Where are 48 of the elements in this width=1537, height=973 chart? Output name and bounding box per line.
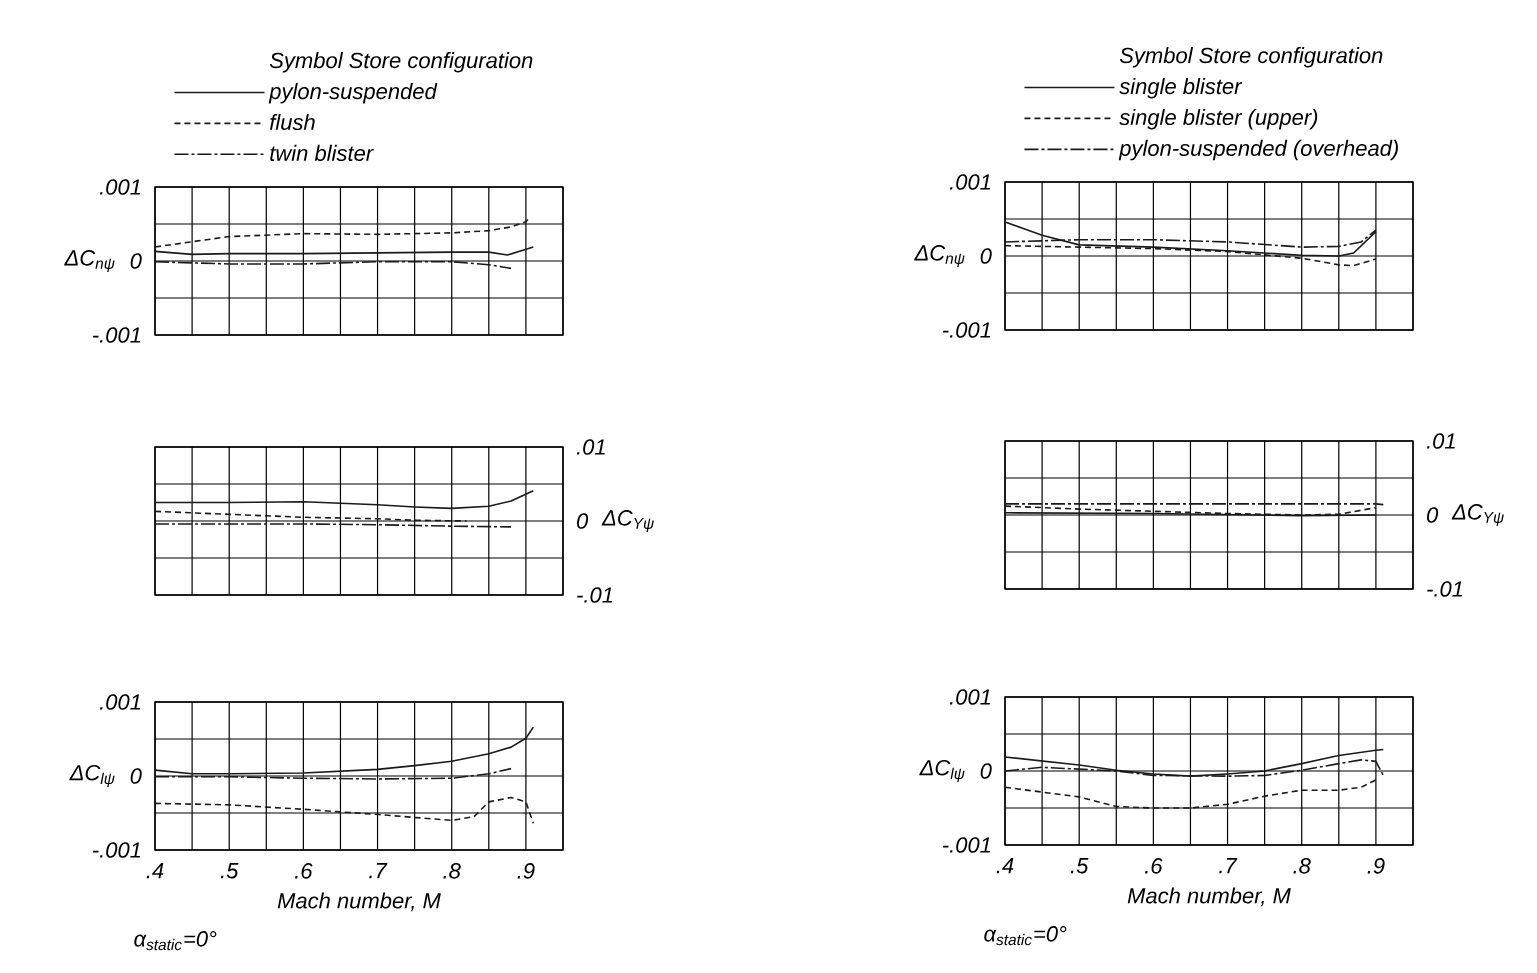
x-tick-label: .4 xyxy=(996,858,1014,874)
x-tick-label: .8 xyxy=(443,863,461,879)
x-tick-label: .5 xyxy=(220,863,239,879)
y2-tick-label: 0 xyxy=(1427,507,1439,523)
x-tick-label: .8 xyxy=(1293,858,1311,874)
x-tick-label: .9 xyxy=(517,863,535,879)
y-tick-label: .001 xyxy=(949,174,991,190)
x-tick-label: .7 xyxy=(1219,858,1238,874)
y2-axis-title: ΔC$_{Yψ}$ xyxy=(1451,504,1504,526)
x-tick-label: .4 xyxy=(146,863,164,879)
y2-axis-title: ΔC$_{Yψ}$ xyxy=(601,510,654,532)
y-axis-title: ΔC$_{lψ}$ xyxy=(919,759,965,783)
legend-label: single blister (upper) xyxy=(1119,108,1318,130)
y-tick-label: -.001 xyxy=(92,842,141,858)
text: α$_{static}$=0° xyxy=(134,931,217,951)
y2-tick-label: 0 xyxy=(577,513,589,529)
legend-label: flush xyxy=(270,113,315,131)
x-tick-label: .9 xyxy=(1367,858,1385,874)
legend-title: Symbol Store configuration xyxy=(1119,47,1383,68)
x-axis-title: Mach number, M xyxy=(277,892,441,912)
x-tick-label: .6 xyxy=(295,863,313,879)
y-tick-label: .001 xyxy=(99,694,141,710)
legend-label: pylon-suspended (overhead) xyxy=(1118,139,1398,161)
y-tick-label: .001 xyxy=(99,179,141,195)
x-tick-label: .5 xyxy=(1070,858,1089,874)
y-tick-label: 0 xyxy=(980,763,992,779)
y-tick-label: .001 xyxy=(949,689,991,705)
y2-tick-label: .01 xyxy=(576,439,605,455)
y-tick-label: 0 xyxy=(980,248,992,264)
y2-tick-label: -.01 xyxy=(1427,581,1463,597)
y2-tick-label: .01 xyxy=(1426,433,1455,449)
legend-label: pylon-suspended xyxy=(268,82,438,104)
y-tick-label: -.001 xyxy=(942,837,991,853)
x-axis-title: Mach number, M xyxy=(1127,887,1291,907)
y-axis-title: ΔC$_{lψ}$ xyxy=(69,764,115,788)
y2-tick-label: -.01 xyxy=(577,587,613,603)
y-tick-label: -.001 xyxy=(92,327,141,343)
legend-label: twin blister xyxy=(270,144,374,162)
x-tick-label: .6 xyxy=(1145,858,1163,874)
legend-title: Symbol Store configuration xyxy=(269,52,533,73)
y-tick-label: -.001 xyxy=(942,322,991,338)
legend-label: single blister xyxy=(1119,77,1243,99)
y-axis-title: ΔC$_{nψ}$ xyxy=(64,250,115,272)
x-tick-label: .7 xyxy=(369,863,388,879)
y-tick-label: 0 xyxy=(130,768,142,784)
text: α$_{static}$=0° xyxy=(984,926,1067,946)
y-axis-title: ΔC$_{nψ}$ xyxy=(914,245,965,267)
y-tick-label: 0 xyxy=(130,253,142,269)
